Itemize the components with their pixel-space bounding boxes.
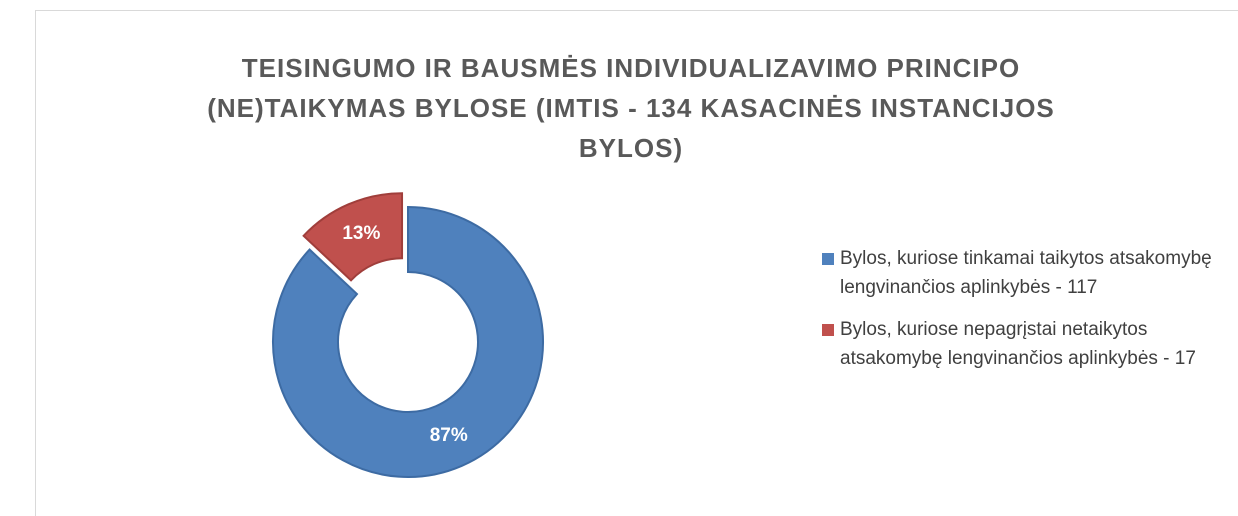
data-label: 13%	[342, 223, 380, 244]
chart-title: TEISINGUMO IR BAUSMĖS INDIVIDUALIZAVIMO …	[207, 53, 1055, 163]
donut-slice	[302, 192, 404, 282]
legend-entry: Bylos, kuriose tinkamai taikytos atsakom…	[822, 244, 1222, 302]
donut-slice	[272, 205, 544, 478]
legend: Bylos, kuriose tinkamai taikytos atsakom…	[822, 244, 1222, 386]
legend-label: Bylos, kuriose tinkamai taikytos atsakom…	[840, 248, 1212, 298]
chart-frame	[35, 10, 1238, 516]
data-label: 87%	[430, 425, 468, 446]
legend-swatch	[822, 253, 834, 265]
legend-label: Bylos, kuriose nepagrįstai netaikytos at…	[840, 319, 1196, 369]
legend-swatch	[822, 324, 834, 336]
legend-entry: Bylos, kuriose nepagrįstai netaikytos at…	[822, 315, 1222, 373]
